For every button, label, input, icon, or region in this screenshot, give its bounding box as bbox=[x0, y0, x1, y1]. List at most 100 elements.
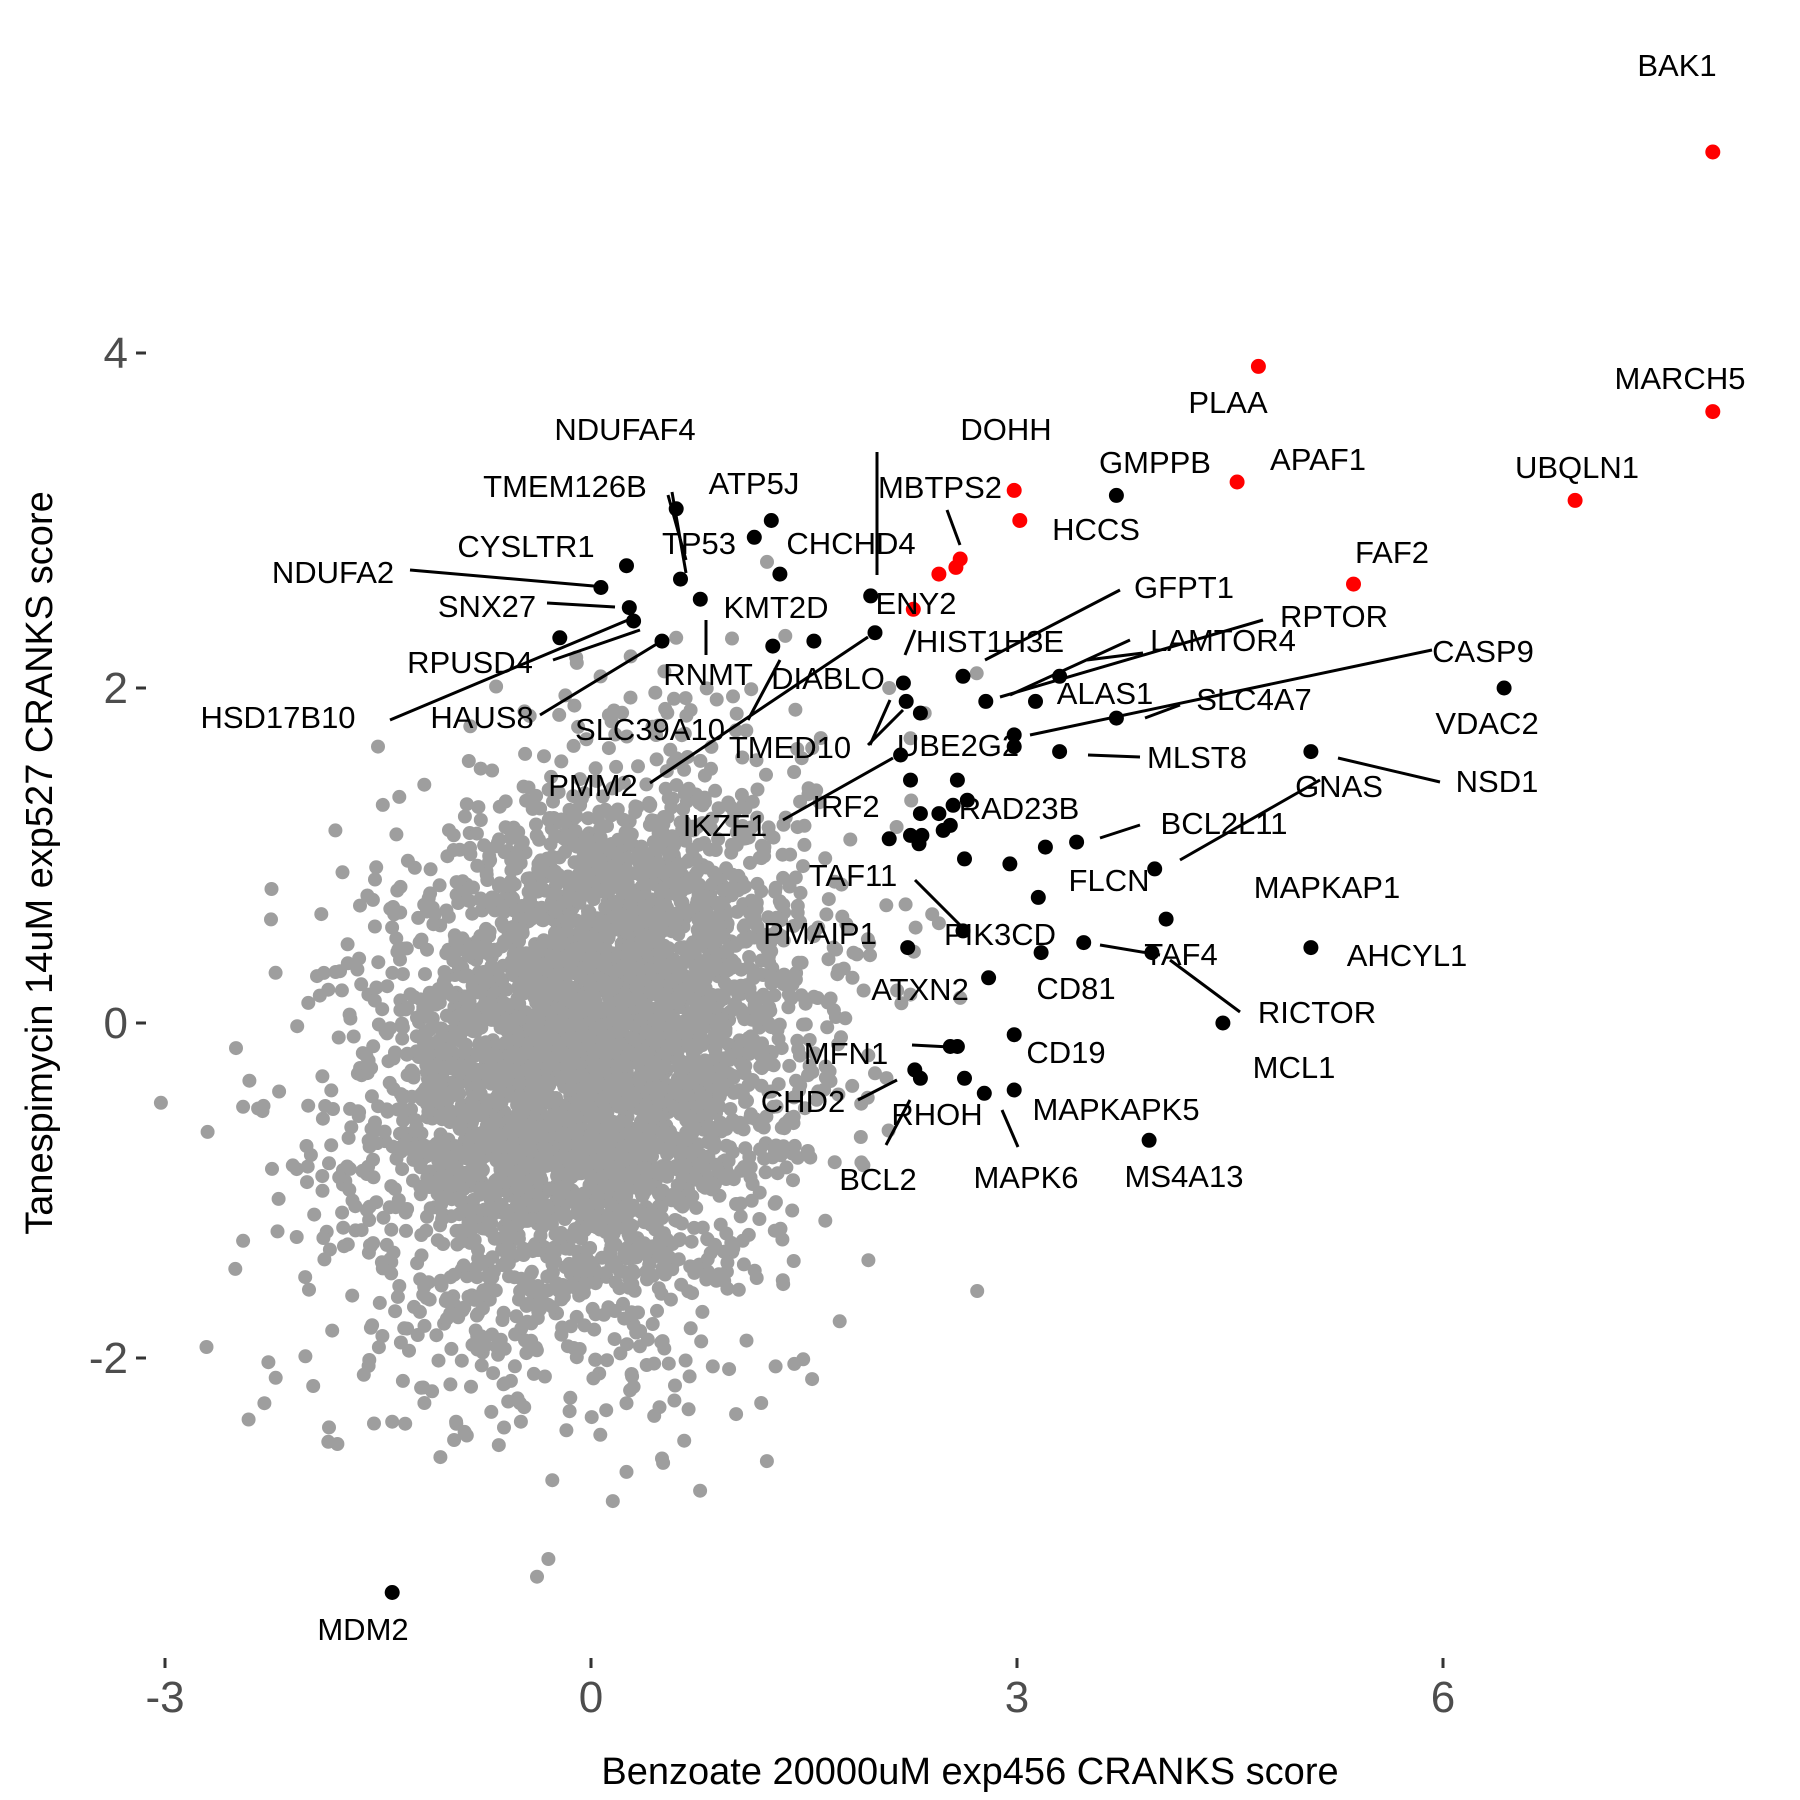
background-point bbox=[395, 1162, 410, 1177]
background-point bbox=[398, 1416, 413, 1431]
background-point bbox=[640, 937, 655, 952]
background-point bbox=[677, 1061, 692, 1076]
background-point bbox=[758, 1165, 773, 1180]
background-point bbox=[602, 1158, 617, 1173]
background-point bbox=[581, 914, 596, 929]
background-point bbox=[805, 741, 820, 755]
background-point bbox=[348, 1199, 363, 1214]
background-point bbox=[577, 786, 592, 801]
background-point bbox=[736, 878, 751, 893]
background-point bbox=[486, 984, 501, 999]
gene-label-hist1h3e: HIST1H3E bbox=[916, 624, 1064, 659]
background-point bbox=[474, 1039, 489, 1054]
background-point bbox=[601, 1116, 616, 1131]
background-point bbox=[798, 996, 813, 1011]
background-point bbox=[595, 1169, 610, 1184]
background-point bbox=[679, 784, 694, 799]
leader-line-nsd1 bbox=[1337, 756, 1441, 784]
background-point bbox=[787, 1138, 802, 1153]
background-point bbox=[566, 738, 581, 753]
gene-label-ubqln1: UBQLN1 bbox=[1515, 450, 1639, 485]
background-point bbox=[843, 832, 858, 847]
background-point bbox=[459, 797, 474, 812]
background-point bbox=[608, 727, 623, 742]
background-point bbox=[389, 827, 404, 842]
point-taf4 bbox=[1076, 935, 1092, 951]
background-point bbox=[744, 893, 759, 908]
background-point bbox=[593, 1427, 608, 1442]
point-cysltr1 bbox=[619, 558, 634, 574]
background-point bbox=[861, 1048, 876, 1063]
background-point bbox=[312, 988, 327, 1003]
background-point bbox=[811, 920, 826, 935]
background-point bbox=[335, 1205, 350, 1220]
background-point bbox=[626, 1379, 641, 1394]
background-point bbox=[502, 998, 517, 1013]
background-point bbox=[565, 1035, 580, 1050]
background-point bbox=[544, 1020, 558, 1035]
background-point bbox=[435, 1212, 450, 1227]
background-point bbox=[554, 1225, 569, 1240]
gene-label-flcn: FLCN bbox=[1069, 863, 1150, 898]
background-point bbox=[375, 1002, 390, 1017]
background-point bbox=[634, 1187, 649, 1202]
background-point bbox=[595, 838, 610, 853]
background-point bbox=[617, 1246, 632, 1261]
background-point bbox=[790, 898, 805, 913]
background-point bbox=[642, 1053, 657, 1068]
background-point bbox=[475, 1221, 490, 1236]
background-point bbox=[439, 903, 454, 918]
background-point bbox=[446, 828, 461, 843]
background-point bbox=[376, 1210, 391, 1225]
background-point bbox=[953, 990, 968, 1005]
gene-label-ube2g2: UBE2G2 bbox=[897, 728, 1019, 763]
background-point bbox=[414, 932, 429, 947]
background-point bbox=[595, 789, 610, 804]
background-point bbox=[451, 941, 466, 956]
gene-label-slc39a10: SLC39A10 bbox=[575, 712, 725, 747]
gene-label-chd2: CHD2 bbox=[761, 1084, 845, 1119]
point-atp5j bbox=[763, 513, 779, 528]
background-point bbox=[492, 832, 506, 847]
background-point bbox=[818, 1213, 833, 1228]
background-point bbox=[574, 940, 588, 955]
background-point bbox=[567, 698, 582, 713]
background-point bbox=[369, 860, 384, 875]
background-point bbox=[729, 706, 744, 721]
background-point bbox=[663, 957, 678, 972]
background-point-cloud bbox=[153, 554, 985, 1584]
background-point bbox=[622, 970, 637, 985]
background-point bbox=[679, 1130, 694, 1145]
background-point bbox=[649, 752, 664, 767]
background-point bbox=[688, 1171, 703, 1185]
background-point bbox=[623, 896, 638, 911]
background-point bbox=[395, 1020, 410, 1035]
background-point bbox=[599, 1403, 614, 1418]
background-point bbox=[890, 983, 905, 998]
background-point bbox=[561, 1082, 576, 1097]
background-point bbox=[607, 1332, 622, 1347]
background-point bbox=[462, 1140, 477, 1155]
background-point bbox=[591, 1058, 605, 1073]
highlighted-points bbox=[384, 144, 1721, 1600]
background-point bbox=[772, 1017, 787, 1032]
background-point bbox=[403, 987, 418, 1002]
point bbox=[1006, 739, 1022, 755]
background-point bbox=[532, 1155, 547, 1170]
background-point bbox=[470, 1078, 485, 1093]
point-dohh bbox=[1006, 482, 1022, 498]
point-nsd1 bbox=[1303, 744, 1319, 760]
background-point bbox=[610, 1070, 625, 1085]
background-point bbox=[629, 1325, 644, 1340]
background-point bbox=[661, 1356, 676, 1371]
background-point bbox=[489, 1339, 504, 1354]
gene-label-bcl2: BCL2 bbox=[839, 1162, 917, 1197]
leader-line-pmm2 bbox=[649, 635, 869, 785]
background-point bbox=[754, 1078, 769, 1093]
background-point bbox=[228, 1261, 243, 1276]
background-point bbox=[903, 987, 918, 1002]
gene-label-cd81: CD81 bbox=[1036, 971, 1115, 1006]
background-point bbox=[730, 1044, 745, 1059]
point bbox=[898, 693, 914, 709]
background-point bbox=[460, 1103, 475, 1118]
